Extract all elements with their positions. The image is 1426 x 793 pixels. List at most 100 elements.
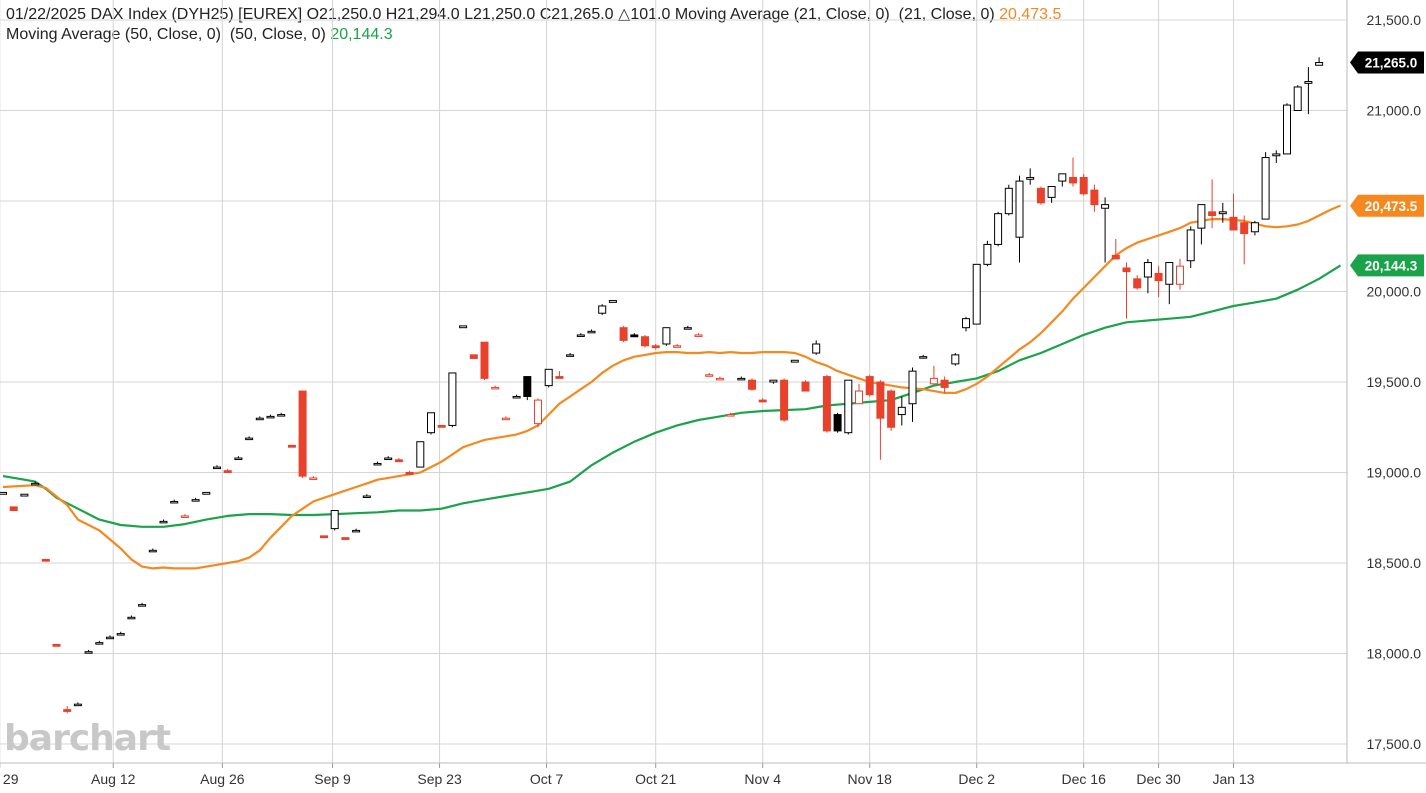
candle [480, 341, 489, 381]
candle [1283, 103, 1291, 155]
candle-body [148, 549, 157, 553]
candle-body [287, 444, 296, 448]
x-tick-label: Aug 26 [200, 771, 245, 787]
candle-body [1090, 189, 1099, 206]
candle-body [662, 327, 671, 345]
candle-body [1229, 216, 1238, 231]
candle-body [673, 345, 682, 348]
candle-body [1047, 186, 1056, 198]
candle-body [1304, 81, 1313, 84]
candle-body [1079, 176, 1088, 195]
candle-body [73, 703, 82, 707]
ma21-line [2, 204, 1341, 570]
candle-body [630, 334, 639, 338]
candle-body [9, 506, 18, 512]
candle-body [170, 500, 179, 504]
candle [41, 558, 50, 562]
candle-body [95, 642, 104, 645]
candle [448, 372, 457, 428]
candle [1304, 67, 1313, 115]
candle-body [855, 390, 863, 405]
x-tick-label: Oct 21 [635, 771, 676, 787]
candle-body [138, 604, 147, 607]
candle-body [127, 616, 136, 620]
moving-average-lines [2, 204, 1342, 570]
candle-body [394, 459, 403, 463]
candle-body [1197, 204, 1206, 229]
candle [298, 390, 307, 478]
candle [159, 519, 168, 524]
candle [940, 376, 949, 393]
chart-grid [0, 0, 1347, 763]
header-close: C21,265.0 [539, 6, 614, 23]
candle [929, 365, 938, 386]
candle-body [1240, 222, 1249, 235]
candle [170, 499, 179, 504]
price-tags: 21,265.0 20,473.5 20,144.3 [1350, 51, 1424, 277]
candle [790, 359, 799, 363]
candle-body [887, 390, 896, 428]
x-tick-label: Jan 13 [1212, 771, 1254, 787]
candle-body [780, 379, 789, 421]
candle-body [1133, 278, 1142, 289]
chart-header-ma50: Moving Average (50, Close, 0) (50, Close… [6, 26, 393, 44]
candle [84, 649, 93, 654]
candle [501, 416, 510, 421]
x-tick-label: Dec 16 [1062, 771, 1107, 787]
x-tick-label: Dec 2 [958, 771, 995, 787]
candle [619, 325, 628, 343]
candle [1004, 184, 1013, 216]
candle [277, 412, 286, 417]
candle-body [20, 493, 29, 497]
candle-body [1154, 272, 1163, 282]
candle [191, 497, 200, 502]
candle-body [31, 482, 40, 486]
ma50-label[interactable]: Moving Average (50, Close, 0) (50, Close… [6, 26, 326, 43]
y-tick-label: 18,500.0 [1367, 555, 1422, 571]
candle-body [1015, 180, 1024, 238]
ma21-label[interactable]: Moving Average (21, Close, 0) (21, Close… [674, 6, 995, 23]
candle [245, 436, 254, 441]
candle-body [1261, 157, 1270, 220]
price-tag-label: 20,144.3 [1365, 258, 1418, 273]
candle-body [373, 462, 382, 466]
candle [287, 444, 296, 448]
candle [673, 343, 682, 348]
candle [822, 374, 831, 433]
candle [416, 441, 425, 468]
candle-body [255, 417, 264, 421]
candle [983, 240, 992, 267]
candle [202, 491, 211, 495]
candle [737, 376, 746, 381]
candle [705, 372, 714, 377]
candle [373, 461, 382, 466]
candle-body [106, 636, 114, 640]
candle [1176, 258, 1184, 290]
ma21-value: 20,473.5 [999, 6, 1062, 23]
candle-body [1058, 173, 1067, 182]
candle [320, 535, 328, 539]
y-tick-label: 19,000.0 [1367, 465, 1422, 481]
y-tick-label: 21,500.0 [1367, 12, 1422, 28]
candle [1047, 186, 1056, 203]
candle-body [790, 359, 799, 363]
candle [234, 456, 243, 461]
candle [576, 333, 585, 337]
candle [876, 380, 885, 460]
candle [1229, 193, 1238, 231]
candle-body [191, 499, 200, 502]
candle [962, 316, 970, 332]
candle [1315, 57, 1324, 66]
price-tag-label: 21,265.0 [1365, 56, 1418, 71]
candle-body [1176, 265, 1184, 285]
candle [855, 383, 863, 405]
candle-body [63, 709, 72, 712]
candle-body [748, 379, 756, 390]
candle-body [309, 477, 318, 480]
candle-body [1036, 187, 1045, 204]
x-tick-label: Nov 4 [744, 771, 781, 787]
candle-body [822, 376, 831, 432]
candle-body [972, 263, 981, 325]
candle [587, 329, 596, 334]
